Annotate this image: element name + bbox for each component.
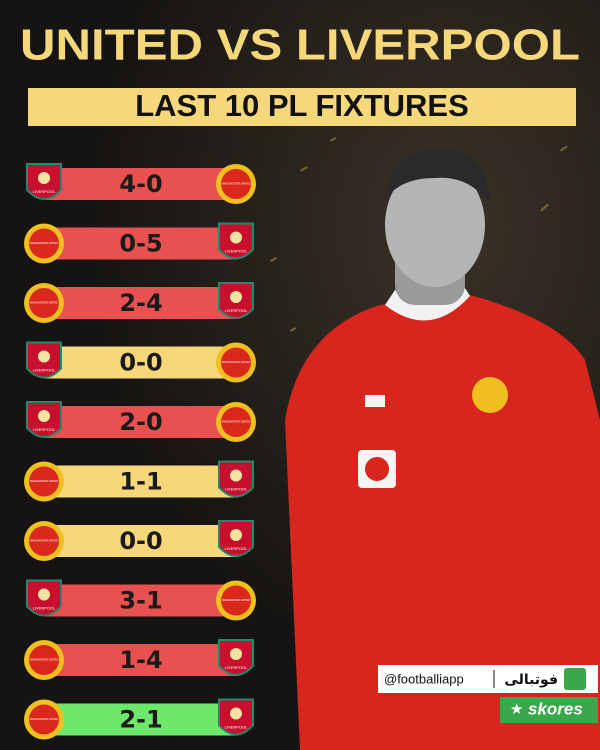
badge-text: MANCHESTER UNITED: [30, 241, 59, 245]
badge-core: [29, 704, 59, 735]
score: 4-0: [119, 170, 162, 198]
badge-bird: [230, 529, 242, 541]
badge-text: MANCHESTER UNITED: [222, 360, 251, 364]
fixtures: 4-0 LIVERPOOL MANCHESTER UNITED 0-5 MANCHEST…: [24, 163, 256, 740]
score: 0-0: [119, 527, 162, 555]
result-bar: [45, 703, 238, 736]
partner-name: skores: [528, 699, 583, 718]
team-badge: MANCHESTER UNITED: [24, 521, 64, 561]
badge-text: LIVERPOOL: [33, 368, 56, 373]
star: ★: [510, 701, 523, 718]
result-bar: [45, 346, 238, 379]
team-badge: LIVERPOOL: [218, 282, 254, 319]
badge-text: MANCHESTER UNITED: [30, 479, 59, 483]
badge-bird: [38, 350, 50, 363]
partner-box: [500, 697, 598, 723]
app-icon: [564, 668, 586, 690]
badge-bird: [230, 231, 242, 244]
badge-text: LIVERPOOL: [225, 308, 248, 313]
badge-text: MANCHESTER UNITED: [222, 420, 251, 424]
result-bar: [45, 525, 238, 557]
team-badge: MANCHESTER UNITED: [216, 402, 256, 442]
badge-bird: [230, 648, 242, 660]
team-badge: LIVERPOOL: [26, 163, 62, 200]
team-badge: LIVERPOOL: [26, 401, 62, 438]
score: 2-0: [119, 408, 162, 436]
team-badge: LIVERPOOL: [218, 222, 254, 260]
badge-core: [221, 407, 251, 437]
badge-core: [29, 288, 59, 318]
badge-text: LIVERPOOL: [33, 606, 56, 611]
player-image: [285, 148, 600, 750]
badge-text: LIVERPOOL: [33, 427, 56, 432]
badge-bird: [230, 707, 242, 720]
badge-text: MANCHESTER UNITED: [222, 598, 251, 602]
badge-core: [29, 466, 59, 497]
badge-bird: [230, 469, 242, 482]
badge-text: LIVERPOOL: [225, 487, 248, 492]
badge-core: [221, 169, 251, 199]
badge-core: [29, 526, 59, 556]
badge-bird: [38, 410, 50, 422]
team-badge: MANCHESTER UNITED: [24, 699, 64, 740]
gold-flecks: [270, 137, 568, 332]
score: 2-4: [119, 289, 162, 317]
subtitle-bar: [28, 88, 576, 126]
badge-text: LIVERPOOL: [225, 725, 248, 730]
badge-text: LIVERPOOL: [33, 189, 56, 194]
score: 1-1: [119, 468, 162, 496]
team-badge: MANCHESTER UNITED: [24, 640, 64, 680]
result-bar: [45, 465, 238, 498]
result-bar: [45, 168, 238, 200]
brand-handle: @footballiapp: [384, 671, 464, 686]
badge-text: LIVERPOOL: [225, 546, 248, 551]
team-badge: LIVERPOOL: [26, 579, 62, 617]
team-badge: LIVERPOOL: [26, 341, 62, 379]
score: 3-1: [119, 587, 162, 615]
result-bar: [45, 644, 238, 676]
score: 0-0: [119, 349, 162, 377]
team-badge: MANCHESTER UNITED: [24, 461, 64, 502]
team-badge: LIVERPOOL: [218, 460, 254, 498]
badge-core: [29, 228, 59, 259]
badge-bird: [38, 172, 50, 184]
badge-text: MANCHESTER UNITED: [30, 301, 59, 305]
score: 0-5: [119, 230, 162, 258]
team-badge: MANCHESTER UNITED: [24, 223, 64, 264]
team-badge: MANCHESTER UNITED: [216, 342, 256, 383]
badge-core: [221, 347, 251, 378]
badge-text: MANCHESTER UNITED: [30, 539, 59, 543]
subtitle: LAST 10 PL FIXTURES: [135, 88, 469, 123]
team-badge: MANCHESTER UNITED: [216, 164, 256, 204]
team-badge: LIVERPOOL: [218, 698, 254, 736]
brand-box: [378, 665, 598, 693]
badge-text: MANCHESTER UNITED: [30, 658, 59, 662]
result-bar: [45, 406, 238, 438]
badge-bird: [38, 588, 50, 601]
badge-bird: [230, 291, 242, 303]
badge-text: MANCHESTER UNITED: [222, 182, 251, 186]
team-badge: LIVERPOOL: [218, 520, 254, 557]
result-bar: [45, 287, 238, 319]
team-badge: MANCHESTER UNITED: [24, 283, 64, 323]
result-bar: [45, 227, 238, 260]
badge-text: LIVERPOOL: [225, 665, 248, 670]
team-badge: LIVERPOOL: [218, 639, 254, 676]
badge-text: MANCHESTER UNITED: [30, 717, 59, 721]
brand-app-name: فوتبالی: [504, 672, 558, 688]
result-bar: [45, 584, 238, 617]
team-badge: MANCHESTER UNITED: [216, 580, 256, 621]
badge-text: LIVERPOOL: [225, 249, 248, 254]
title: UNITED VS LIVERPOOL: [20, 21, 580, 70]
score: 1-4: [119, 646, 162, 674]
badge-core: [29, 645, 59, 675]
score: 2-1: [119, 706, 162, 734]
badge-core: [221, 585, 251, 616]
